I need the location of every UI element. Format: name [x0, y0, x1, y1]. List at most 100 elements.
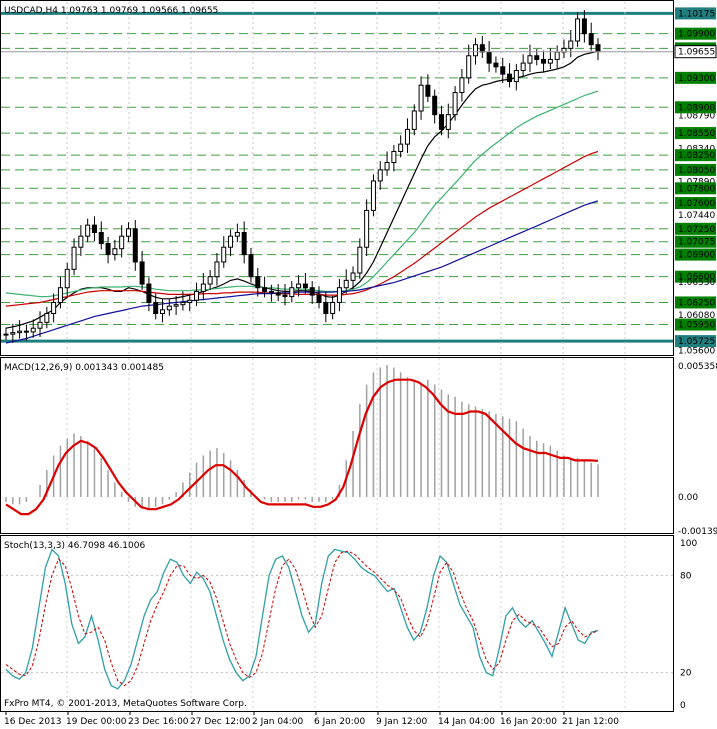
candle-body [513, 69, 519, 83]
time-label: 6 Jan 20:00 [314, 717, 366, 727]
price-label-box [675, 27, 716, 40]
candle-body [214, 261, 220, 278]
candle [309, 281, 315, 304]
candle-body [377, 169, 383, 182]
price-label-text: 1.05600 [678, 346, 715, 356]
time-label: 2 Jan 04:00 [252, 717, 304, 727]
candle-body [473, 44, 479, 57]
current-price-text: 1.09655 [678, 48, 715, 58]
price-label-text: 1.06080 [678, 311, 715, 321]
candle [343, 269, 349, 294]
candle-body [588, 33, 594, 46]
price-label-box [675, 127, 716, 140]
time-label: 23 Dec 16:00 [128, 717, 189, 727]
stoch-panel: 100 80 20 0 Stoch(13,3,3) 46.7098 46.1006 F… [0, 535, 697, 712]
candle [316, 286, 322, 309]
price-label-text: 1.08900 [678, 103, 715, 113]
candle-body [85, 224, 91, 237]
price-label-text: 1.08790 [678, 111, 715, 121]
price-label-box [675, 149, 716, 162]
candle [221, 236, 227, 268]
candle [98, 221, 104, 250]
candle [336, 278, 342, 312]
price-axis-label: 1.07075 [675, 235, 716, 248]
price-axis-label: 1.06900 [675, 248, 716, 261]
candle-body [71, 246, 77, 270]
candle [85, 218, 91, 243]
price-label-text: 1.07600 [678, 199, 715, 209]
price-label-box [675, 163, 716, 176]
price-label-text: 1.08050 [678, 166, 715, 176]
candle [384, 151, 390, 176]
stoch-axis-label: 100 [680, 539, 697, 549]
ma-line-red [5, 150, 599, 307]
price-label-text: 1.09900 [678, 30, 715, 40]
price-axis-label: 1.05725 [675, 335, 716, 348]
candle-body [404, 128, 410, 145]
candle [588, 22, 594, 51]
candle-body [10, 332, 16, 335]
macd-panel: 0.005358 0.00 -0.001393 MACD(12,26,9) 0.00… [0, 357, 717, 537]
stoch-signal-line [5, 550, 599, 687]
candle-body [37, 321, 43, 329]
price-label-box [675, 71, 716, 84]
candle [112, 239, 118, 261]
candle-body [30, 327, 36, 333]
candle-body [581, 18, 587, 35]
candle-body [3, 333, 9, 336]
candle [438, 105, 444, 136]
price-axis-label: 1.06600 [675, 270, 716, 283]
candle [432, 89, 438, 124]
price-label-text: 1.07440 [678, 211, 715, 221]
candle [507, 63, 513, 88]
candle [493, 56, 499, 73]
candle [146, 277, 152, 312]
candle-body [479, 44, 485, 53]
price-axis-label: 1.08790 [678, 111, 715, 121]
candle-body [132, 228, 138, 263]
ma-line-green [5, 90, 599, 298]
price-axis-label: 1.06250 [675, 296, 716, 309]
candle [262, 276, 268, 298]
candle-body [350, 272, 356, 281]
candle [350, 266, 356, 290]
candle [194, 282, 200, 307]
price-label-text: 1.06900 [678, 251, 715, 261]
candle [132, 219, 138, 271]
macd-axis: 0.005358 0.00 -0.001393 [678, 362, 717, 537]
price-label-box [675, 248, 716, 261]
candle [160, 298, 166, 323]
candle-body [323, 301, 329, 314]
candle [248, 247, 254, 283]
stoch-axis-label: 0 [680, 701, 686, 711]
candle [275, 284, 281, 301]
time-label: 9 Jan 12:00 [376, 717, 428, 727]
time-label: 16 Jan 20:00 [500, 717, 557, 727]
candle [391, 144, 397, 172]
candle [398, 135, 404, 158]
candle [268, 284, 274, 302]
candle-body [166, 305, 172, 311]
candle [3, 327, 9, 341]
candle-body [180, 301, 186, 306]
macd-axis-label: 0.00 [678, 493, 698, 503]
price-axis-label: 1.07440 [678, 211, 715, 221]
candle-body [357, 246, 363, 274]
price-axis-label: 1.09300 [675, 71, 716, 84]
price-axis-label: 1.06530 [678, 278, 715, 288]
candle [214, 253, 220, 286]
candle [425, 74, 431, 103]
candle [78, 225, 84, 257]
candle [71, 238, 77, 276]
candle-body [554, 51, 560, 60]
price-label-text: 1.06600 [678, 273, 715, 283]
candle-body [391, 150, 397, 164]
candle [302, 272, 308, 294]
price-axis-label: 1.07800 [675, 182, 716, 195]
ma-line-black [5, 50, 599, 329]
candle [323, 291, 329, 323]
price-axis-label: 1.05600 [678, 346, 715, 356]
candle-body [507, 73, 513, 83]
candle [57, 276, 63, 309]
